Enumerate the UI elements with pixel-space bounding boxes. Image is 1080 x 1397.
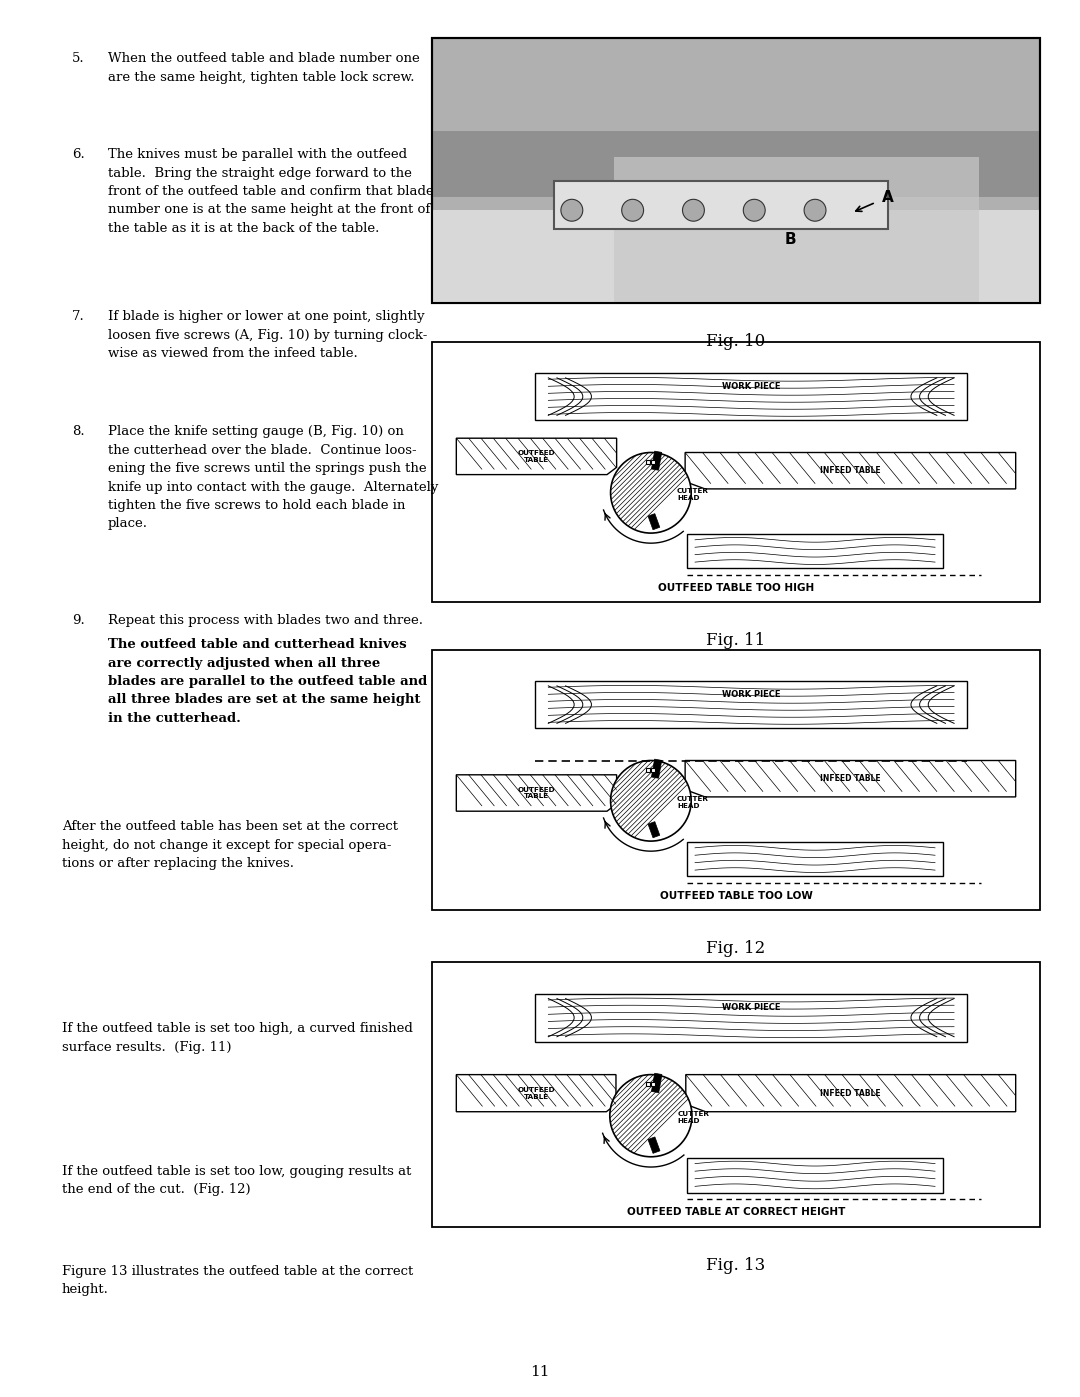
Polygon shape: [685, 453, 1015, 489]
Text: CUTTER
HEAD: CUTTER HEAD: [677, 489, 708, 502]
Bar: [536, 373, 967, 420]
Bar: [432, 38, 1040, 303]
Text: Fig. 13: Fig. 13: [706, 1257, 766, 1274]
Text: Fig. 10: Fig. 10: [706, 332, 766, 351]
Text: CUTTER
HEAD: CUTTER HEAD: [677, 1111, 710, 1125]
Polygon shape: [685, 760, 1015, 796]
Circle shape: [743, 200, 766, 221]
Bar: [687, 535, 943, 569]
Bar: [651, 768, 654, 771]
Bar: [651, 460, 654, 464]
Bar: [651, 759, 662, 778]
Bar: [554, 182, 888, 229]
Text: WORK PIECE: WORK PIECE: [721, 1003, 781, 1011]
Bar: [687, 842, 943, 876]
Circle shape: [805, 200, 826, 221]
Polygon shape: [457, 439, 617, 475]
Circle shape: [561, 200, 583, 221]
Bar: [646, 460, 650, 464]
Circle shape: [683, 200, 704, 221]
Text: Fig. 11: Fig. 11: [706, 631, 766, 650]
Bar: [432, 38, 1040, 303]
Text: 11: 11: [530, 1365, 550, 1379]
Text: The outfeed table and cutterhead knives
are correctly adjusted when all three
bl: The outfeed table and cutterhead knives …: [108, 638, 428, 725]
Circle shape: [610, 760, 691, 841]
Text: Place the knife setting gauge (B, Fig. 10) on
the cutterhead over the blade.  Co: Place the knife setting gauge (B, Fig. 1…: [108, 425, 438, 531]
Text: WORK PIECE: WORK PIECE: [721, 690, 781, 698]
Text: OUTFEED TABLE AT CORRECT HEIGHT: OUTFEED TABLE AT CORRECT HEIGHT: [626, 1207, 846, 1217]
Bar: [651, 451, 662, 471]
Text: If the outfeed table is set too low, gouging results at
the end of the cut.  (Fi: If the outfeed table is set too low, gou…: [62, 1165, 411, 1196]
Polygon shape: [457, 1074, 616, 1112]
Circle shape: [622, 200, 644, 221]
Bar: [536, 682, 967, 728]
Text: When the outfeed table and blade number one
are the same height, tighten table l: When the outfeed table and blade number …: [108, 52, 420, 84]
Bar: [687, 1158, 943, 1193]
Bar: [646, 1083, 650, 1085]
Text: OUTFEED TABLE TOO LOW: OUTFEED TABLE TOO LOW: [660, 891, 812, 901]
Text: CUTTER
HEAD: CUTTER HEAD: [677, 796, 708, 809]
Text: 8.: 8.: [72, 425, 84, 439]
Text: A: A: [882, 190, 893, 204]
Text: OUTFEED
TABLE: OUTFEED TABLE: [517, 1087, 555, 1099]
Bar: [432, 131, 1040, 197]
Bar: [648, 1137, 660, 1154]
Text: 7.: 7.: [72, 310, 84, 323]
Bar: [432, 342, 1040, 602]
Text: INFEED TABLE: INFEED TABLE: [820, 467, 880, 475]
Text: WORK PIECE: WORK PIECE: [721, 381, 781, 391]
Bar: [615, 158, 980, 303]
Text: If the outfeed table is set too high, a curved finished
surface results.  (Fig. : If the outfeed table is set too high, a …: [62, 1023, 413, 1053]
Bar: [651, 1083, 654, 1085]
Polygon shape: [686, 1074, 1015, 1112]
Text: OUTFEED
TABLE: OUTFEED TABLE: [517, 787, 555, 799]
Bar: [432, 211, 1040, 303]
Bar: [432, 650, 1040, 909]
Text: Figure 13 illustrates the outfeed table at the correct
height.: Figure 13 illustrates the outfeed table …: [62, 1266, 414, 1296]
Polygon shape: [457, 775, 617, 812]
Bar: [646, 768, 650, 771]
Text: OUTFEED TABLE TOO HIGH: OUTFEED TABLE TOO HIGH: [658, 583, 814, 592]
Bar: [651, 1073, 662, 1092]
Text: 6.: 6.: [72, 148, 84, 161]
Bar: [432, 963, 1040, 1227]
Text: Fig. 12: Fig. 12: [706, 940, 766, 957]
Bar: [648, 514, 660, 529]
Bar: [536, 993, 967, 1042]
Text: 9.: 9.: [72, 615, 84, 627]
Text: The knives must be parallel with the outfeed
table.  Bring the straight edge for: The knives must be parallel with the out…: [108, 148, 434, 235]
Text: INFEED TABLE: INFEED TABLE: [820, 774, 880, 784]
Text: After the outfeed table has been set at the correct
height, do not change it exc: After the outfeed table has been set at …: [62, 820, 399, 870]
Circle shape: [610, 1074, 692, 1157]
Text: OUTFEED
TABLE: OUTFEED TABLE: [517, 450, 555, 462]
Text: 5.: 5.: [72, 52, 84, 66]
Bar: [648, 821, 660, 838]
Text: Repeat this process with blades two and three.: Repeat this process with blades two and …: [108, 615, 423, 627]
Text: INFEED TABLE: INFEED TABLE: [821, 1088, 881, 1098]
Circle shape: [610, 453, 691, 534]
Text: B: B: [785, 232, 796, 247]
Text: If blade is higher or lower at one point, slightly
loosen five screws (A, Fig. 1: If blade is higher or lower at one point…: [108, 310, 428, 360]
